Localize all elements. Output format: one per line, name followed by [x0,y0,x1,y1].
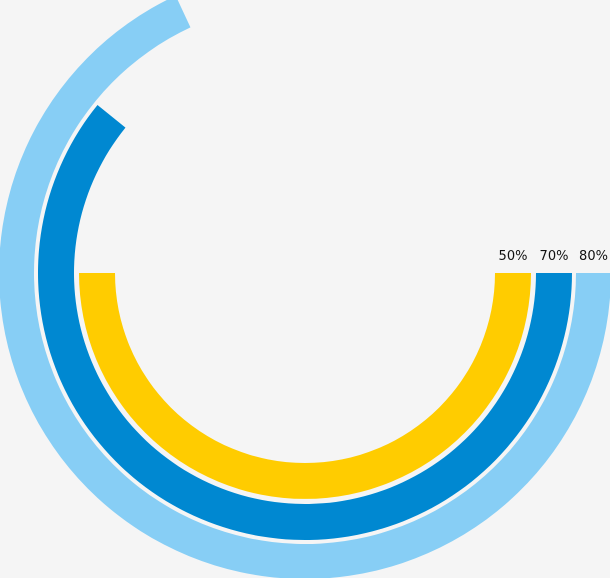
ring-label-70: 70% [540,249,569,264]
ring-label-50: 50% [499,249,528,264]
ring-bar-50 [79,273,531,499]
ring-label-80: 80% [579,249,608,264]
ring-bar-70 [37,104,572,540]
